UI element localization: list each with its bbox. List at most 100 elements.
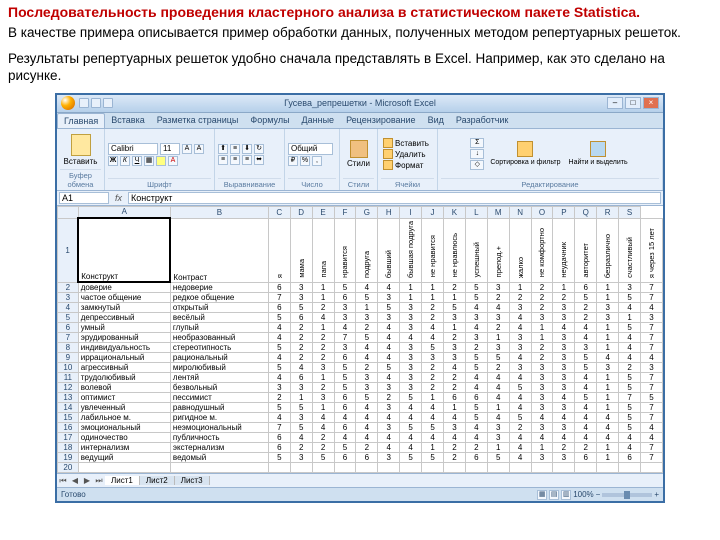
cell[interactable]: 5 xyxy=(422,453,444,463)
cell[interactable]: 5 xyxy=(290,403,312,413)
cell[interactable]: 6 xyxy=(334,293,356,303)
row-header[interactable]: 5 xyxy=(58,313,79,323)
cell[interactable]: 3 xyxy=(378,383,400,393)
font-size-select[interactable]: 11 xyxy=(160,143,180,155)
cell[interactable]: 4 xyxy=(334,433,356,443)
cell[interactable]: 4 xyxy=(597,353,619,363)
find-select-button[interactable]: Найти и выделить xyxy=(567,141,630,167)
cell[interactable]: 2 xyxy=(312,333,334,343)
cell[interactable]: 5 xyxy=(268,363,290,373)
cell[interactable]: 4 xyxy=(465,423,487,433)
cell[interactable]: 4 xyxy=(400,433,422,443)
format-cells-button[interactable]: Формат xyxy=(381,160,434,170)
cell[interactable]: 5 xyxy=(356,333,378,343)
cell[interactable]: ведомый xyxy=(170,453,268,463)
cell[interactable]: 4 xyxy=(575,383,597,393)
cell[interactable]: 5 xyxy=(443,303,465,313)
cell[interactable] xyxy=(268,463,290,473)
cell[interactable]: 4 xyxy=(487,383,509,393)
cell[interactable]: 1 xyxy=(487,443,509,453)
cell[interactable]: 7 xyxy=(268,293,290,303)
cell[interactable]: 4 xyxy=(487,413,509,423)
col-header[interactable]: Q xyxy=(575,206,597,218)
cell[interactable]: 2 xyxy=(465,343,487,353)
cell[interactable]: 7 xyxy=(619,393,641,403)
cell[interactable]: 4 xyxy=(465,323,487,333)
cell[interactable]: 3 xyxy=(443,423,465,433)
cell[interactable]: 1 xyxy=(443,323,465,333)
cell[interactable] xyxy=(641,463,663,473)
cell[interactable]: 1 xyxy=(509,282,531,293)
zoom-slider[interactable] xyxy=(602,493,652,497)
cell[interactable]: 3 xyxy=(641,363,663,373)
cell[interactable]: 5 xyxy=(619,293,641,303)
cell[interactable]: весёлый xyxy=(170,313,268,323)
col-header[interactable]: H xyxy=(378,206,400,218)
cell[interactable]: 5 xyxy=(334,443,356,453)
italic-button[interactable]: К xyxy=(120,156,130,166)
cell[interactable]: 2 xyxy=(509,293,531,303)
cell[interactable]: 3 xyxy=(378,313,400,323)
cell[interactable]: 4 xyxy=(356,433,378,443)
cell[interactable]: 3 xyxy=(290,282,312,293)
cell[interactable]: 4 xyxy=(509,453,531,463)
cell[interactable]: 7 xyxy=(641,413,663,423)
cell[interactable]: 4 xyxy=(619,443,641,453)
cell[interactable]: 2 xyxy=(531,282,553,293)
cell[interactable] xyxy=(290,463,312,473)
cell[interactable]: 3 xyxy=(531,383,553,393)
cell[interactable]: 4 xyxy=(400,413,422,423)
cell[interactable]: 2 xyxy=(531,293,553,303)
cell[interactable] xyxy=(443,463,465,473)
cell[interactable]: 5 xyxy=(487,453,509,463)
cell[interactable]: 5 xyxy=(400,393,422,403)
cell[interactable]: 5 xyxy=(575,393,597,403)
cell[interactable]: 3 xyxy=(378,403,400,413)
align-right-icon[interactable]: ≡ xyxy=(242,155,252,165)
cell[interactable]: 4 xyxy=(509,393,531,403)
cell[interactable]: 1 xyxy=(356,303,378,313)
cell[interactable]: 4 xyxy=(509,353,531,363)
cell[interactable]: 3 xyxy=(290,293,312,303)
cell[interactable]: 7 xyxy=(641,293,663,303)
cell[interactable]: 2 xyxy=(575,303,597,313)
cell[interactable]: 3 xyxy=(378,293,400,303)
cell[interactable] xyxy=(575,463,597,473)
cell[interactable]: 4 xyxy=(509,373,531,383)
cell[interactable]: 2 xyxy=(509,423,531,433)
zoom-in-button[interactable]: + xyxy=(654,490,659,499)
fill-color-icon[interactable] xyxy=(156,156,166,166)
cell[interactable]: 7 xyxy=(268,423,290,433)
cell[interactable]: 4 xyxy=(378,282,400,293)
col-header[interactable] xyxy=(58,206,79,218)
cell[interactable]: 4 xyxy=(465,373,487,383)
cell[interactable]: 4 xyxy=(356,353,378,363)
view-normal-icon[interactable]: ▦ xyxy=(537,490,547,500)
currency-icon[interactable]: ₽ xyxy=(288,156,298,166)
cell[interactable]: 7 xyxy=(641,383,663,393)
number-format-select[interactable]: Общий xyxy=(288,143,333,155)
header-cell[interactable]: я xyxy=(268,218,290,282)
cell[interactable]: 6 xyxy=(334,403,356,413)
cell[interactable]: 5 xyxy=(378,363,400,373)
cell[interactable]: 4 xyxy=(378,413,400,423)
cell[interactable]: 3 xyxy=(290,453,312,463)
cell[interactable]: увлеченный xyxy=(78,403,170,413)
cell[interactable]: 4 xyxy=(422,403,444,413)
cell[interactable]: 4 xyxy=(465,383,487,393)
cell[interactable]: 1 xyxy=(531,323,553,333)
cell[interactable]: 3 xyxy=(553,403,575,413)
clear-icon[interactable]: ◇ xyxy=(470,160,484,170)
header-cell[interactable]: нравится xyxy=(334,218,356,282)
ribbon-tab-3[interactable]: Формулы xyxy=(244,113,295,128)
cell[interactable]: 2 xyxy=(422,373,444,383)
qat-save-icon[interactable] xyxy=(79,98,89,108)
cell[interactable]: 3 xyxy=(509,303,531,313)
cell[interactable]: 7 xyxy=(641,443,663,453)
cell[interactable]: 4 xyxy=(509,403,531,413)
office-button[interactable] xyxy=(61,96,75,110)
cell[interactable]: 4 xyxy=(487,303,509,313)
cell[interactable]: 2 xyxy=(290,443,312,453)
cell[interactable]: 4 xyxy=(575,373,597,383)
cell[interactable]: 5 xyxy=(575,353,597,363)
